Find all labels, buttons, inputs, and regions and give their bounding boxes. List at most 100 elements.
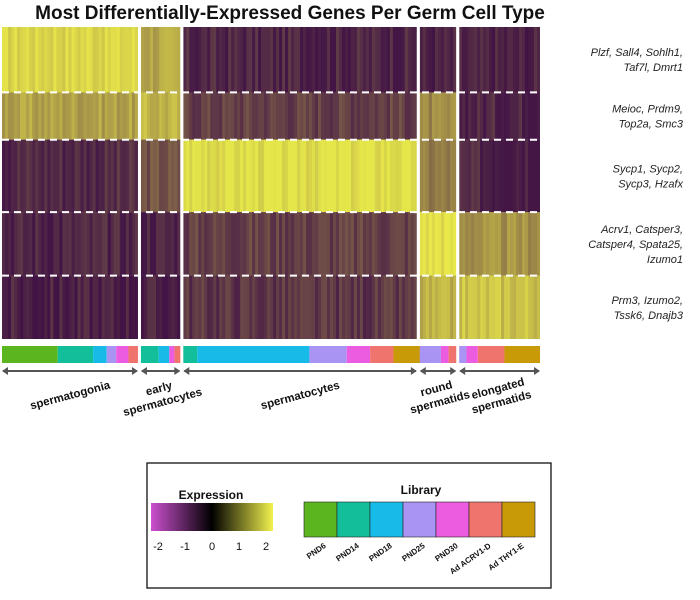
heatmap-stripe (159, 92, 163, 140)
heatmap-stripe (207, 27, 211, 93)
heatmap-stripe (14, 27, 18, 93)
heatmap-stripe (258, 212, 262, 276)
heatmap-stripe (471, 275, 475, 339)
heatmap-stripe (80, 27, 84, 93)
heatmap-stripe (165, 139, 169, 213)
cell-type-label: spermatocytes (260, 380, 342, 413)
gene-label-line: Sycp1, Sycp2, (613, 163, 683, 175)
heatmap-stripe (371, 275, 375, 339)
heatmap-stripe (228, 275, 232, 339)
heatmap-stripe (353, 92, 357, 140)
heatmap-stripe (150, 139, 154, 213)
library-segment (448, 346, 457, 363)
heatmap-stripe (134, 275, 138, 339)
heatmap-stripe (171, 27, 175, 93)
heatmap-stripe (83, 92, 87, 140)
heatmap-stripe (425, 27, 429, 93)
heatmap-stripe (122, 212, 126, 276)
heatmap-stripe (201, 275, 205, 339)
heatmap-stripe (318, 212, 322, 276)
heatmap-stripe (335, 212, 339, 276)
heatmap-stripe (282, 27, 286, 93)
heatmap-stripe (231, 275, 235, 339)
heatmap-stripe (174, 92, 178, 140)
heatmap-stripe (444, 275, 448, 339)
heatmap-stripe (237, 27, 241, 93)
heatmap-stripe (189, 212, 193, 276)
heatmap-stripe (362, 92, 366, 140)
heatmap-stripe (522, 139, 526, 213)
heatmap-stripe (380, 27, 384, 93)
heatmap-stripe (474, 139, 478, 213)
heatmap-stripe (447, 92, 451, 140)
heatmap-stripe (56, 275, 60, 339)
cell-type-bracket (459, 367, 540, 375)
heatmap-stripe (453, 275, 457, 339)
heatmap-stripe (168, 212, 172, 276)
heatmap-stripe (44, 212, 48, 276)
heatmap-stripe (89, 139, 93, 213)
heatmap-stripe (501, 92, 505, 140)
heatmap-stripe (32, 275, 36, 339)
heatmap-stripe (525, 92, 529, 140)
heatmap-stripe (465, 275, 469, 339)
heatmap-stripe (240, 27, 244, 93)
heatmap-stripe (89, 275, 93, 339)
heatmap-stripe (186, 139, 190, 213)
heatmap-stripe (35, 139, 39, 213)
heatmap-stripe (237, 92, 241, 140)
heatmap-stripe (341, 212, 345, 276)
heatmap-stripe (246, 212, 250, 276)
heatmap-stripe (431, 212, 435, 276)
heatmap-stripe (270, 212, 274, 276)
heatmap-stripe (183, 139, 187, 213)
heatmap-stripe (165, 27, 169, 93)
heatmap-stripe (156, 139, 160, 213)
heatmap-stripe (41, 275, 45, 339)
library-segment (346, 346, 371, 363)
heatmap-stripe (107, 92, 111, 140)
heatmap-stripe (2, 27, 6, 93)
heatmap-stripe (374, 27, 378, 93)
heatmap-stripe (17, 275, 21, 339)
heatmap-stripe (480, 275, 484, 339)
heatmap-stripe (294, 212, 298, 276)
heatmap-stripe (513, 92, 517, 140)
heatmap-stripe (77, 27, 81, 93)
heatmap-stripe (492, 92, 496, 140)
library-legend-title: Library (401, 483, 442, 497)
heatmap-stripe (270, 139, 274, 213)
heatmap-stripe (210, 92, 214, 140)
heatmap-stripe (38, 92, 42, 140)
heatmap-stripe (71, 139, 75, 213)
heatmap-stripe (210, 27, 214, 93)
heatmap-stripe (255, 212, 259, 276)
heatmap-stripe (285, 275, 289, 339)
heatmap-stripe (410, 92, 414, 140)
heatmap-stripe (276, 139, 280, 213)
heatmap-stripe (359, 139, 363, 213)
heatmap-stripe (341, 275, 345, 339)
heatmap-stripe (14, 139, 18, 213)
heatmap-stripe (537, 92, 540, 140)
column-separator (416, 27, 420, 339)
heatmap-stripe (483, 275, 487, 339)
heatmap-stripe (321, 275, 325, 339)
heatmap-stripe (104, 139, 108, 213)
heatmap-stripe (507, 212, 511, 276)
heatmap-stripe (459, 275, 463, 339)
heatmap-stripe (222, 27, 226, 93)
heatmap-stripe (318, 27, 322, 93)
heatmap-stripe (327, 139, 331, 213)
heatmap-stripe (330, 139, 334, 213)
heatmap-stripe (210, 212, 214, 276)
heatmap-stripe (510, 275, 514, 339)
heatmap-stripe (243, 275, 247, 339)
heatmap-stripe (83, 212, 87, 276)
heatmap-stripe (23, 212, 27, 276)
heatmap-stripe (419, 275, 423, 339)
heatmap-stripe (531, 92, 535, 140)
heatmap-stripe (125, 275, 129, 339)
heatmap-stripe (356, 275, 360, 339)
heatmap-block (140, 212, 181, 276)
